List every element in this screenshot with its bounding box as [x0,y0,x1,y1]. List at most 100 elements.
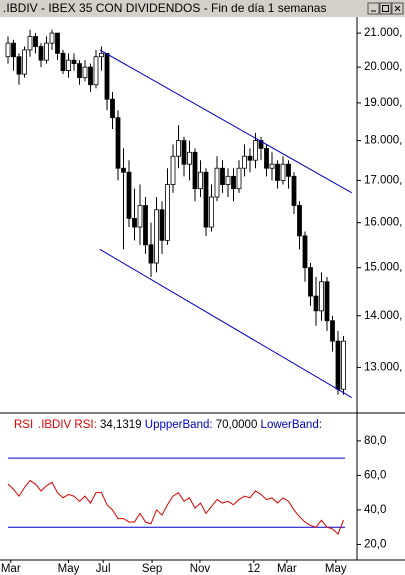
lower-band-name: LowerBand: [261,419,322,431]
candle-body [192,151,198,190]
candle-body [258,140,264,149]
candle-body [60,52,66,72]
candle-body [55,32,60,54]
y-tick-label: 15.000, [364,262,402,274]
y-tick-label: 21.000, [364,27,402,39]
y-tick-label: 20,0 [364,538,386,550]
candle-body [324,281,330,322]
x-tick-label: 12 [247,563,260,575]
candle-body [104,52,110,100]
y-tick-label: 19.000, [364,97,402,109]
window-buttons[interactable] [367,2,404,15]
y-tick-label: 40,0 [364,504,386,516]
candle-body [214,167,220,198]
candle-body [137,205,143,228]
candle-body [38,46,44,61]
candle-body [77,63,82,79]
candle-body [176,140,181,157]
rsi-current: 34,1319 [100,419,142,431]
upper-band-name: UppperBand: [145,419,213,431]
candle-body [11,42,16,58]
candle-body [82,66,88,79]
candle-body [247,155,253,161]
window-title: .IBDIV - IBEX 35 CON DIVIDENDOS - Fin de… [3,1,326,15]
candle-body [225,175,231,185]
close-icon [394,5,401,12]
y-tick-label: 13.000, [364,361,402,373]
candle-body [308,267,313,297]
candle-body [148,244,154,264]
candle-body [335,340,341,390]
y-tick-label: 60,0 [364,469,386,481]
y-tick-label: 17.000, [364,174,402,186]
candle-body [126,171,132,219]
candle-body [66,59,71,72]
candle-body [49,32,55,44]
y-tick-label: 80,0 [364,435,386,447]
candle-body [33,36,38,47]
x-tick-label: Mar [277,563,297,575]
candle-body [319,281,324,312]
candle-body [99,52,104,58]
candle-body [27,36,33,51]
candle-body [165,184,170,241]
candle-body [110,98,115,119]
candle-body [275,163,280,181]
candle-body [302,235,308,269]
x-tick-label: Jul [96,563,111,575]
candle-body [253,140,258,161]
title-bar [0,0,405,17]
x-tick-label: Sep [142,563,162,575]
candle-body [132,217,137,228]
candle-body [231,175,236,190]
candle-body [115,117,121,169]
candle-body [209,196,214,228]
candle-body [71,59,77,65]
candle-body [187,151,192,165]
candle-body [286,163,291,177]
candle-body [291,175,297,206]
candle-body [88,66,93,86]
candle-body [22,49,27,75]
rsi-line [7,479,344,535]
candle-body [313,295,319,312]
candle-body [269,163,275,169]
candle-body [280,163,286,181]
maximize-button[interactable] [379,2,392,15]
candle-body [170,155,176,185]
maximize-icon [382,5,389,12]
candle-body [264,147,269,169]
candle-body [181,140,187,165]
minimize-button[interactable] [367,2,380,15]
x-tick-label: May [325,563,347,575]
candle-body [5,42,11,58]
upper-band-value: 70,0000 [216,419,258,431]
x-tick-label: May [58,563,80,575]
candle-body [341,340,346,390]
candle-body [44,42,49,61]
candle-body [143,205,148,246]
candle-body [154,209,159,264]
x-tick-label: Nov [190,563,211,575]
candle-body [203,171,209,228]
x-tick-label: Mar [1,563,21,575]
y-tick-label: 16.000, [364,217,402,229]
trend-line [99,248,353,399]
y-tick-label: 20.000, [364,61,402,73]
candle-body [121,167,126,173]
trend-line [99,49,352,194]
candle-body [297,205,302,237]
candle-body [93,56,99,86]
y-tick-label: 14.000, [364,310,402,322]
candle-body [330,320,335,342]
candle-body [159,209,165,241]
y-tick-label: 18.000, [364,135,402,147]
rsi-name: .IBDIV RSI: [38,419,97,431]
rsi-legend: .IBDIV RSI: 34,1319 UppperBand: 70,0000 … [38,419,322,431]
candle-body [16,56,22,75]
candle-body [242,155,247,169]
candle-body [236,167,242,190]
candle-body [198,171,203,190]
rsi-title: RSI [14,419,33,431]
